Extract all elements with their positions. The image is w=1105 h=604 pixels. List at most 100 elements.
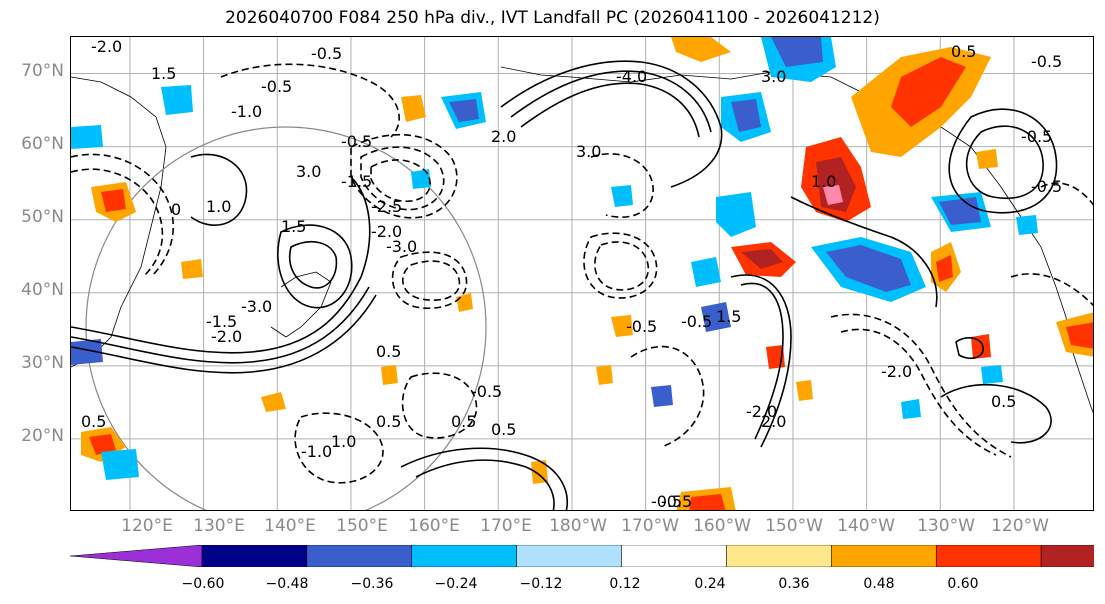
contour-label: 3.0 xyxy=(576,142,601,161)
colorbar-tick-neg060: −0.60 xyxy=(181,576,225,592)
colorbar-tick-036: 0.36 xyxy=(778,576,810,592)
lat-label-60n: 60°N xyxy=(21,134,64,154)
contour-label: 1.5 xyxy=(716,307,741,326)
contour-label: 1.0 xyxy=(206,197,231,216)
contour-solid-9 xyxy=(790,196,938,308)
contour-label: 0.5 xyxy=(451,412,476,431)
contour-dashed-11 xyxy=(71,168,164,278)
fill-neg-east-blue xyxy=(939,197,981,225)
contour-solid-17 xyxy=(190,153,248,226)
map-canvas: 0 xyxy=(71,37,1093,511)
contour-solid-1 xyxy=(71,176,371,354)
contour-solid-3 xyxy=(71,294,377,374)
colorbar-tick-neg024: −0.24 xyxy=(434,576,478,592)
fill-small-4 xyxy=(596,365,613,385)
fill-neg-west-blue xyxy=(449,99,479,122)
fill-neg-sw-cyan xyxy=(101,449,139,480)
colorbar-segment xyxy=(621,545,727,567)
coastline-north-america xyxy=(1055,286,1093,414)
colorbar-segment xyxy=(201,545,308,567)
colorbar-tick-neg048: −0.48 xyxy=(265,576,309,592)
colorbar-tick-060: 0.60 xyxy=(947,576,979,592)
contour-label: 0.5 xyxy=(376,342,401,361)
fill-top-orange xyxy=(671,37,731,62)
coastline-japan xyxy=(270,271,332,338)
contour-label: -0.5 xyxy=(311,44,342,63)
contour-solid-5 xyxy=(277,224,353,309)
contour-solid-4 xyxy=(289,241,338,289)
lat-label-70n: 70°N xyxy=(21,61,64,81)
contour-label: -0.5 xyxy=(1021,127,1052,146)
fill-neg-small-4 xyxy=(901,399,921,419)
contour-solid-6 xyxy=(500,60,723,188)
fill-neg-left-blue xyxy=(71,339,103,365)
contour-label: 0.5 xyxy=(991,392,1016,411)
fill-small-1 xyxy=(401,95,426,122)
ivt-negative-fills xyxy=(71,37,1038,480)
contours-solid xyxy=(71,60,1058,510)
colorbar-segment xyxy=(411,545,517,567)
contour-solid-8 xyxy=(520,82,700,138)
fill-small-11 xyxy=(976,149,998,169)
colorbar-segments xyxy=(70,545,1094,567)
contour-dashed-17 xyxy=(1040,182,1093,206)
contour-labels: -2.0 -0.51.5-0.5-1.0-0.53.0-1.5-2.5-2.0-3… xyxy=(81,37,1062,511)
contour-label: -2.5 xyxy=(371,197,402,216)
lon-label-170w: 170°W xyxy=(621,516,679,536)
fill-sw-red xyxy=(89,434,116,455)
fill-small-8 xyxy=(796,380,813,401)
contour-solid-15 xyxy=(415,459,555,510)
colorbar-segment xyxy=(935,545,1042,567)
contour-label: -2.0 xyxy=(211,327,242,346)
contour-solid-16 xyxy=(940,383,1052,444)
contour-dashed-6 xyxy=(391,251,468,309)
contour-dashed-3 xyxy=(370,159,431,203)
contour-dashed-16 xyxy=(590,153,654,218)
contour-label: -0.5 xyxy=(1031,177,1062,196)
contour-solid-14 xyxy=(400,447,568,510)
contour-label: 2.0 xyxy=(761,412,786,431)
contour-label: 0.5 xyxy=(491,420,516,439)
contour-label: -3.0 xyxy=(386,237,417,256)
colorbar-segment xyxy=(831,545,937,567)
colorbar-tick-024: 0.24 xyxy=(694,576,726,592)
contour-solid-13 xyxy=(740,282,784,440)
fill-neg-central-blue xyxy=(826,245,911,292)
fill-neg-small-8 xyxy=(1016,215,1038,235)
lat-label-20n: 20°N xyxy=(21,426,64,446)
contour-label: 3.0 xyxy=(761,67,786,86)
fill-small-5 xyxy=(381,365,398,385)
contour-solid-10 xyxy=(948,108,1058,214)
contour-label: -0.5 xyxy=(681,312,712,331)
contour-label: -1.5 xyxy=(206,312,237,331)
contour-label: -0.5 xyxy=(661,492,692,511)
contour-label: -4.0 xyxy=(616,67,647,86)
colorbar xyxy=(70,545,1094,567)
fill-small-12 xyxy=(181,259,203,279)
lat-label-40n: 40°N xyxy=(21,280,64,300)
contour-label: -1.5 xyxy=(341,172,372,191)
contour-label: 1.0 xyxy=(811,172,836,191)
contour-label: 1.5 xyxy=(151,64,176,83)
lon-label-180w: 180°W xyxy=(549,516,607,536)
fill-north-red xyxy=(891,57,966,127)
contour-dashed-1 xyxy=(350,133,458,219)
lon-label-140w: 140°W xyxy=(837,516,895,536)
lon-label-130e: 130°E xyxy=(193,516,245,536)
colorbar-tick-neg036: −0.36 xyxy=(350,576,394,592)
contour-label: 0.5 xyxy=(951,42,976,61)
contour-dashed-8 xyxy=(830,313,1012,458)
colorbar-extend-min xyxy=(70,545,203,567)
lon-label-160w: 160°W xyxy=(693,516,751,536)
fill-gulf-alaska-pink xyxy=(823,185,843,205)
contour-label: -0.5 xyxy=(626,317,657,336)
map-title: 2026040700 F084 250 hPa div., IVT Landfa… xyxy=(225,8,880,28)
contour-dashed-15 xyxy=(220,63,400,138)
map-panel: 0 xyxy=(70,36,1094,511)
contour-label: -2.0 xyxy=(881,362,912,381)
coastline-asia xyxy=(71,76,167,368)
fill-east-red xyxy=(936,255,953,282)
lat-label-30n: 30°N xyxy=(21,353,64,373)
contour-label: 1.0 xyxy=(331,432,356,451)
fill-neg-mid-cyan xyxy=(716,192,756,237)
